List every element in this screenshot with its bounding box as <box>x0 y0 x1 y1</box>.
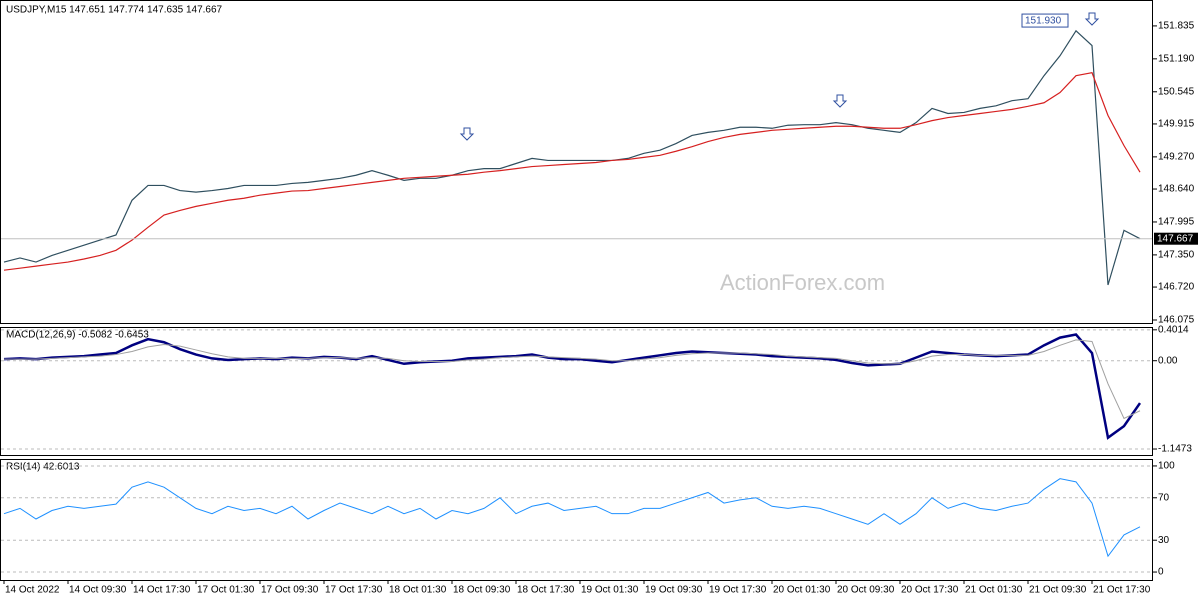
watermark: ActionForex.com <box>720 270 885 295</box>
series-line <box>3 333 1142 440</box>
last-price-label: 147.667 <box>1157 233 1194 244</box>
macd-panel <box>0 327 1153 456</box>
x-tick-label: 18 Oct 01:30 <box>389 585 447 596</box>
price-panel <box>0 0 1153 324</box>
y-tick-label: 146.720 <box>1158 282 1195 293</box>
x-tick-label: 21 Oct 01:30 <box>965 585 1023 596</box>
arrows <box>459 12 1100 141</box>
y-tick-label: 0.4014 <box>1158 324 1189 335</box>
x-tick-label: 19 Oct 09:30 <box>645 585 703 596</box>
x-tick-label: 19 Oct 01:30 <box>581 585 639 596</box>
x-tick-label: 17 Oct 17:30 <box>325 585 383 596</box>
x-tick-label: 17 Oct 01:30 <box>197 585 255 596</box>
y-tick-label: 0.00 <box>1158 355 1178 366</box>
y-tick-label: 147.995 <box>1158 217 1195 228</box>
y-tick-label: 147.350 <box>1158 250 1195 261</box>
macd-header: MACD(12,26,9) -0.5082 -0.6453 <box>6 330 149 341</box>
y-tick-label: 151.190 <box>1158 53 1195 64</box>
y-tick-label: 0 <box>1158 567 1164 578</box>
high-label: 151.930 <box>1025 16 1062 27</box>
series-line <box>3 478 1141 558</box>
y-tick-label: 146.075 <box>1158 315 1195 326</box>
y-tick-label: 150.545 <box>1158 86 1195 97</box>
last-price-box <box>1154 232 1198 245</box>
x-tick-label: 18 Oct 17:30 <box>517 585 575 596</box>
price-header: USDJPY,M15 147.651 147.774 147.635 147.6… <box>6 5 223 16</box>
x-tick-label: 21 Oct 09:30 <box>1029 585 1087 596</box>
series-line <box>4 339 1141 420</box>
x-tick-label: 18 Oct 09:30 <box>453 585 511 596</box>
high-box <box>1021 13 1069 28</box>
series-line <box>3 71 1141 271</box>
rsi-header: RSI(14) 42.6013 <box>6 462 80 473</box>
x-tick-label: 20 Oct 17:30 <box>901 585 959 596</box>
x-tick-label: 19 Oct 17:30 <box>709 585 767 596</box>
y-tick-label: 30 <box>1158 535 1170 546</box>
rsi-panel <box>0 459 1153 581</box>
x-tick-label: 14 Oct 09:30 <box>69 585 127 596</box>
x-tick-label: 20 Oct 09:30 <box>837 585 895 596</box>
y-tick-label: 149.915 <box>1158 119 1195 130</box>
y-tick-label: 70 <box>1158 492 1170 503</box>
x-tick-label: 14 Oct 17:30 <box>133 585 191 596</box>
arrow <box>1084 12 1100 26</box>
arrow <box>832 94 848 108</box>
series-line <box>3 29 1141 286</box>
y-tick-label: 151.835 <box>1158 21 1195 32</box>
y-tick-label: -1.1473 <box>1158 444 1192 455</box>
x-tick-label: 20 Oct 01:30 <box>773 585 831 596</box>
arrow <box>459 127 475 141</box>
y-tick-label: 100 <box>1158 461 1175 472</box>
y-tick-label: 148.640 <box>1158 184 1195 195</box>
y-tick-label: 149.270 <box>1158 152 1195 163</box>
x-tick-label: 21 Oct 17:30 <box>1093 585 1151 596</box>
x-tick-label: 17 Oct 09:30 <box>261 585 319 596</box>
x-tick-label: 14 Oct 2022 <box>5 585 60 596</box>
